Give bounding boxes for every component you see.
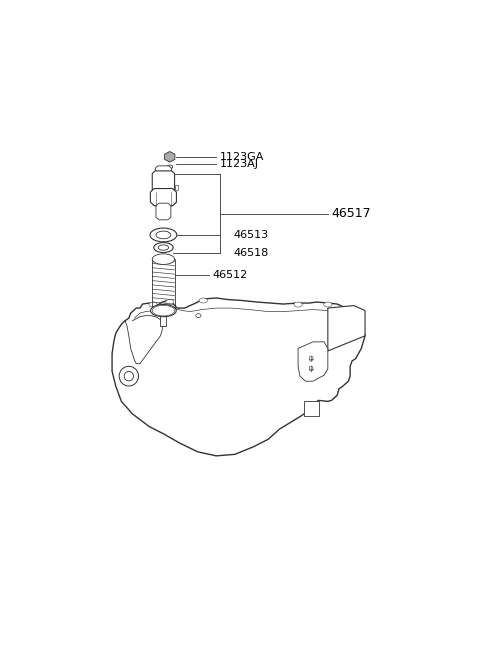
- Ellipse shape: [154, 242, 173, 253]
- Text: 46512: 46512: [213, 271, 248, 280]
- Text: 1123GA: 1123GA: [220, 152, 264, 162]
- Text: 46513: 46513: [233, 230, 268, 240]
- Ellipse shape: [150, 228, 177, 242]
- Ellipse shape: [124, 371, 133, 381]
- Ellipse shape: [152, 305, 175, 316]
- Text: 46517: 46517: [332, 207, 371, 220]
- Polygon shape: [175, 185, 178, 189]
- Polygon shape: [112, 298, 365, 456]
- Ellipse shape: [158, 245, 168, 250]
- Polygon shape: [328, 305, 365, 351]
- Ellipse shape: [166, 299, 174, 305]
- Ellipse shape: [152, 254, 175, 265]
- Ellipse shape: [156, 231, 171, 239]
- Polygon shape: [155, 166, 172, 176]
- Ellipse shape: [294, 302, 302, 307]
- Text: 46518: 46518: [233, 248, 268, 257]
- Ellipse shape: [119, 366, 139, 386]
- Text: 1123AJ: 1123AJ: [220, 159, 259, 170]
- Ellipse shape: [309, 366, 313, 371]
- Polygon shape: [150, 189, 177, 206]
- Polygon shape: [160, 310, 167, 326]
- Polygon shape: [156, 203, 171, 220]
- Ellipse shape: [309, 356, 313, 361]
- Ellipse shape: [167, 165, 173, 168]
- Polygon shape: [165, 151, 175, 162]
- Polygon shape: [304, 402, 319, 415]
- Ellipse shape: [324, 302, 332, 307]
- Polygon shape: [298, 342, 328, 381]
- Polygon shape: [152, 171, 175, 196]
- Ellipse shape: [151, 305, 176, 316]
- Ellipse shape: [199, 298, 207, 303]
- Ellipse shape: [196, 314, 201, 318]
- Ellipse shape: [149, 302, 157, 307]
